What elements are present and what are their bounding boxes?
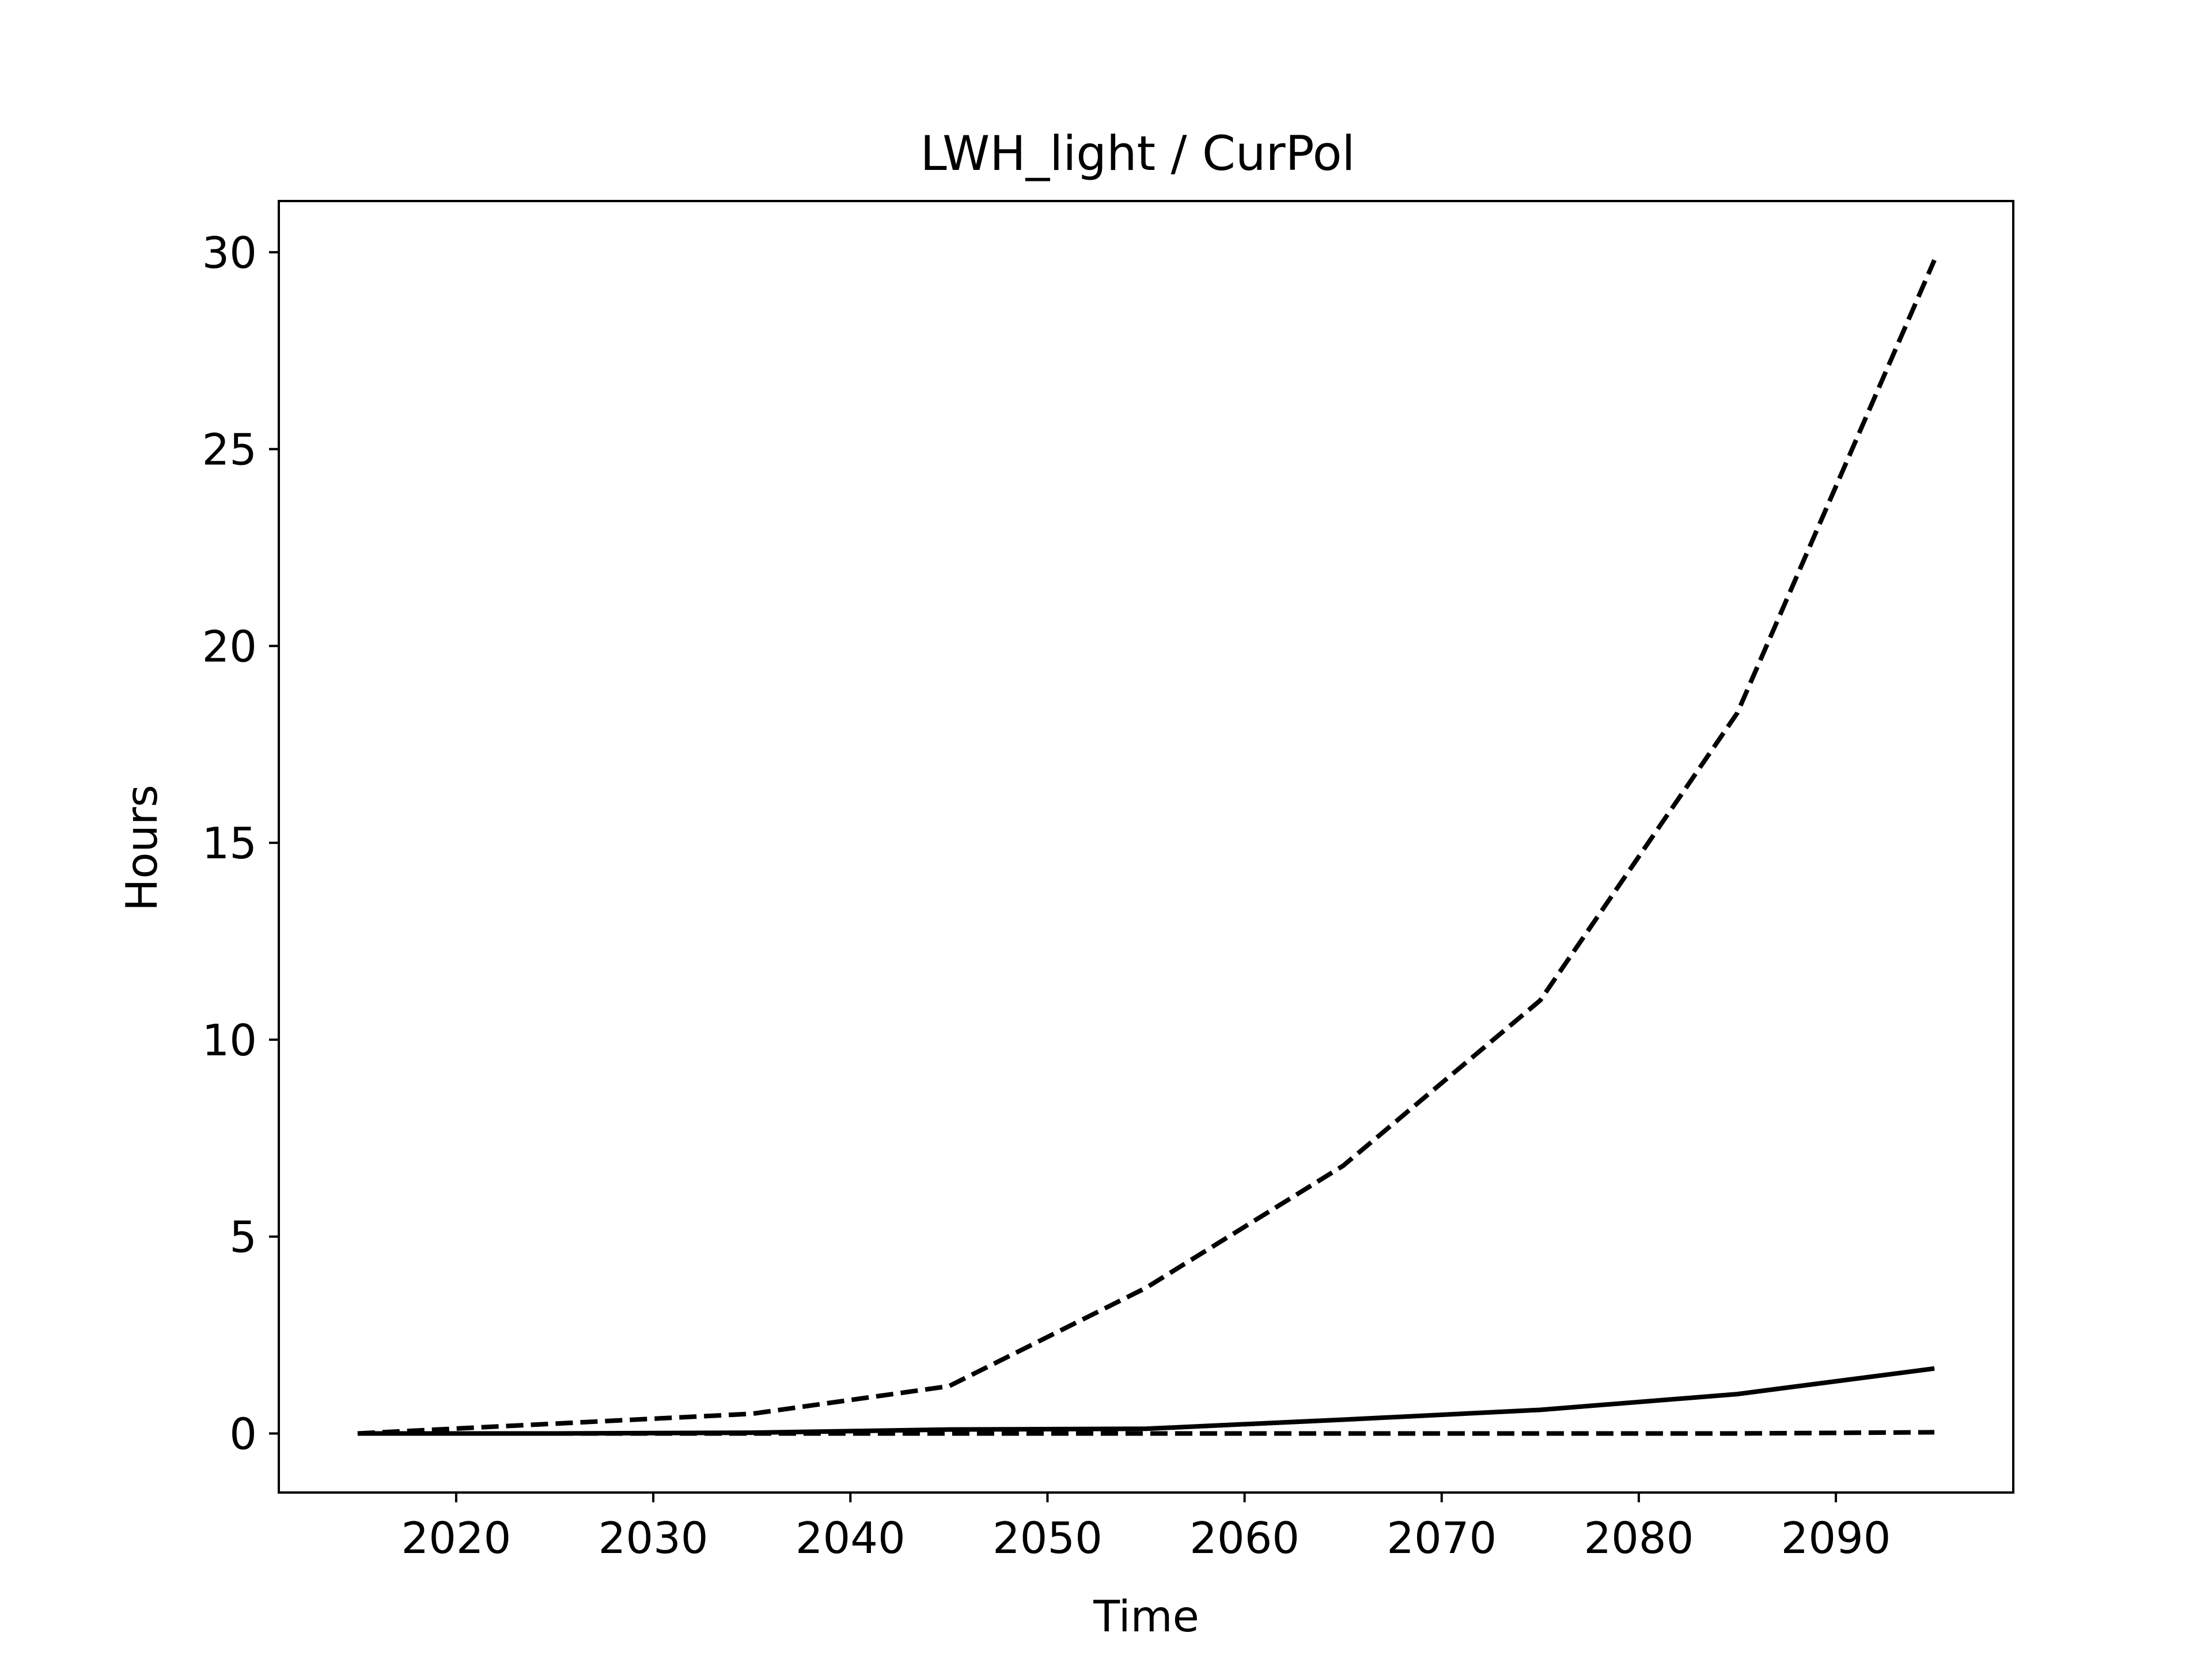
x-axis-label: Time xyxy=(1093,1591,1199,1642)
x-tick-label: 2030 xyxy=(599,1513,709,1563)
series-line-3 xyxy=(357,1430,1935,1436)
y-axis-label: Hours xyxy=(116,785,167,911)
y-tick-label: 30 xyxy=(202,228,257,278)
x-tick-label: 2090 xyxy=(1781,1513,1891,1563)
y-tick-label: 5 xyxy=(229,1212,257,1263)
y-axis-ticks: 0 5 10 15 20 25 30 xyxy=(202,228,279,1459)
x-tick-label: 2080 xyxy=(1584,1513,1694,1563)
x-tick-label: 2060 xyxy=(1190,1513,1300,1563)
x-tick-label: 2050 xyxy=(993,1513,1103,1563)
chart-title: LWH_light / CurPol xyxy=(921,126,1355,181)
y-tick-label: 0 xyxy=(229,1408,257,1459)
y-tick-label: 25 xyxy=(202,425,257,475)
x-axis-ticks: 2020 2030 2040 2050 2060 2070 2080 2090 xyxy=(402,1493,1891,1563)
x-tick-label: 2020 xyxy=(402,1513,512,1563)
series-layer xyxy=(357,259,1937,1436)
x-tick-label: 2070 xyxy=(1387,1513,1497,1563)
y-tick-label: 15 xyxy=(202,818,257,869)
series-line-1 xyxy=(357,259,1937,1436)
x-tick-label: 2040 xyxy=(796,1513,906,1563)
y-tick-label: 10 xyxy=(202,1015,257,1066)
plot-frame xyxy=(278,200,2014,1494)
y-tick-label: 20 xyxy=(202,621,257,672)
